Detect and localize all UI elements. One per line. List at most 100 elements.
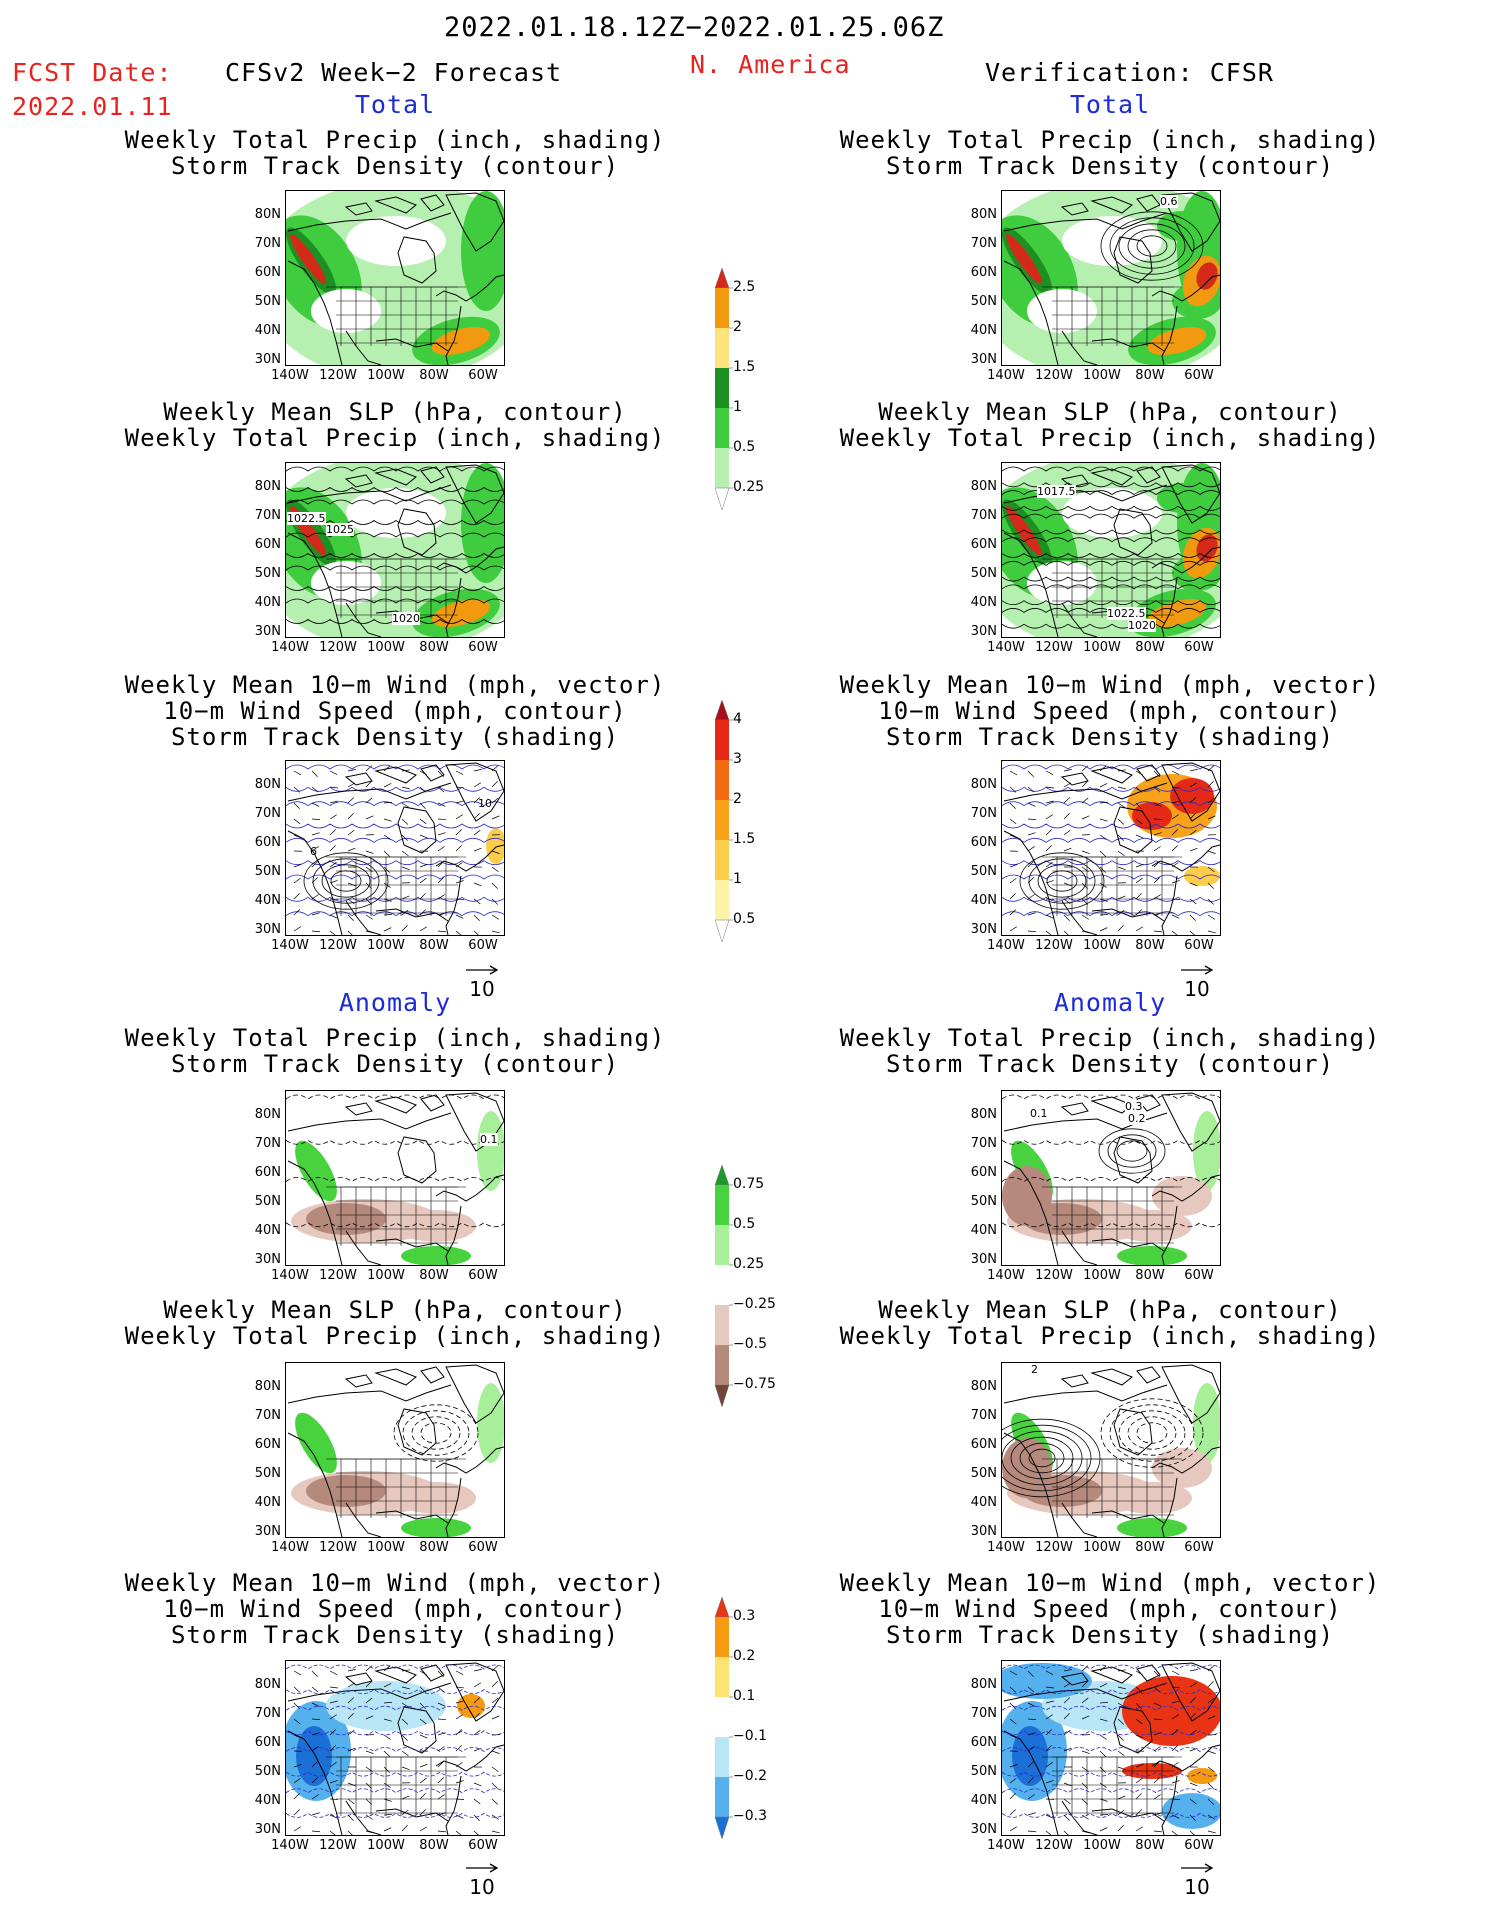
wind-arrow [1189,930,1195,935]
wind-arrow [437,786,445,793]
wind-arrow [1171,1745,1178,1752]
wind-arrow [491,882,498,889]
wind-arrow [293,1826,301,1832]
contour [1002,1177,1220,1182]
coastline [1061,602,1098,637]
wind-arrow [455,930,462,935]
wind-arrow [1099,898,1108,902]
wind-vectors [293,765,501,935]
lon-tick-label: 80W [419,1540,449,1555]
colorbar-storm-anomaly: 0.3 0.2 0.1 −0.1 −0.2 −0.3 [714,1596,775,1921]
wind-arrow [437,1718,447,1720]
wind-arrow [419,1686,427,1693]
wind-arrow [473,1697,481,1704]
wind-arrow [383,1701,392,1704]
wind-arrow [455,1830,462,1835]
contour [1002,505,1220,511]
state-boundaries [326,286,466,346]
coastline [1161,1205,1178,1265]
wind-arrow [419,1763,428,1768]
wind-arrow [1063,1782,1072,1787]
panel-title-line: 10−m Wind Speed (mph, contour) [163,697,627,725]
lat-tick-label: 40N [254,1223,281,1238]
wind-arrow [401,866,410,871]
wind-arrow [1099,1665,1107,1672]
wind-arrow [1027,1732,1036,1736]
wind-arrow [311,1732,320,1736]
contour [1002,553,1220,558]
wind-arrow [1189,797,1197,804]
lat-tick-label: 50N [970,1466,997,1481]
wind-arrow [1009,1777,1017,1784]
panel-title-line: Weekly Total Precip (inch, shading) [839,424,1381,452]
wind-arrow [1207,1715,1216,1720]
wind-arrow [455,770,464,775]
coastline [1060,772,1089,786]
wind-arrow [1135,770,1144,776]
wind-arrow [491,1697,499,1704]
wind-arrow [347,847,356,852]
lon-tick-label: 120W [319,640,357,655]
wind-arrow [293,786,301,793]
wind-arrow [329,1745,336,1752]
wind-arrow [1099,801,1108,804]
wind-arrow [1135,1777,1143,1784]
wind-arrow [455,914,464,919]
lat-tick-label: 30N [970,1252,997,1267]
wind-arrow [1099,882,1107,888]
coastline [1090,196,1133,214]
forecast-model-title: CFSv2 Week−2 Forecast [225,58,563,87]
contour [286,764,504,770]
contour [1010,1436,1074,1480]
lon-tick-label: 80W [419,938,449,953]
vector-reference-value: 10 [469,1875,495,1899]
wind-arrow [1045,880,1054,884]
wind-arrow [491,1665,499,1672]
wind-arrow [1009,926,1017,932]
coastline [345,1230,382,1265]
contour [1100,1398,1204,1468]
panel-title-line: 10−m Wind Speed (mph, contour) [878,1595,1342,1623]
wind-arrow [455,829,462,836]
lat-tick-label: 80N [970,1107,997,1122]
lat-tick-label: 80N [254,1107,281,1122]
lon-tick-label: 100W [1083,1838,1121,1853]
coastline [287,1160,343,1265]
coastline [1161,1662,1220,1722]
wind-arrow [1153,1718,1163,1720]
wind-arrow [1117,1766,1126,1771]
wind-arrow [473,1682,482,1688]
contour [286,1222,504,1228]
contour-label: 0.3 [1125,1100,1143,1113]
wind-arrow [1009,1686,1017,1693]
contour [286,1094,504,1100]
wind-arrow [1189,1697,1197,1704]
wind-arrow [1063,797,1071,804]
panel-title-line: Weekly Mean SLP (hPa, contour) [878,398,1342,426]
state-boundaries [1042,558,1182,618]
wind-arrow [1207,1766,1215,1773]
lon-tick-label: 80W [419,1838,449,1853]
shading-area [1122,1676,1220,1746]
coastlines [1003,762,1220,935]
wind-arrow [1027,861,1034,868]
wind-arrow [1099,818,1108,822]
wind-arrow [1189,782,1198,788]
wind-arrow [1171,914,1180,919]
wind-arrow [1171,1780,1180,1784]
wind-arrow [491,1814,499,1820]
wind-arrow [329,1670,338,1675]
lat-tick-label: 40N [970,1793,997,1808]
lat-tick-label: 50N [254,864,281,879]
wind-arrow [1189,914,1196,921]
lon-tick-label: 100W [367,1268,405,1283]
wind-arrow [1135,1718,1143,1725]
contour-lines [1098,1128,1166,1174]
wind-arrow [1135,1686,1143,1693]
shading-area [346,216,446,266]
coastline [445,762,504,822]
colorbar-label: −0.2 [733,1768,767,1784]
contour-label: 1022.5 [1107,607,1146,620]
wind-arrow [311,912,320,916]
panel-title-line: Storm Track Density (shading) [885,1621,1335,1649]
